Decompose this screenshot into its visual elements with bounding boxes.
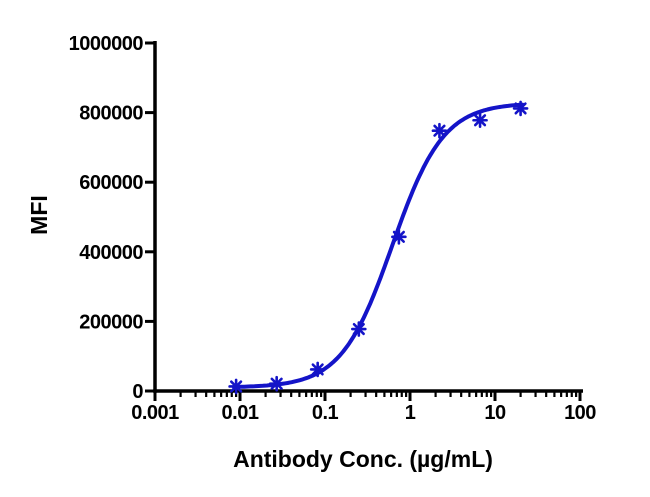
tick-label-layer: 0 200000 400000 600000 800000 1000000 0.001 0.0… bbox=[69, 33, 597, 424]
x-tick-label: 10 bbox=[484, 402, 506, 424]
tick-layer bbox=[145, 41, 582, 401]
axes-layer bbox=[153, 41, 583, 393]
y-axis-title: MFI bbox=[26, 195, 52, 235]
marker-arm bbox=[352, 322, 365, 336]
data-point-marker bbox=[431, 122, 448, 139]
marker-arm bbox=[473, 114, 487, 127]
data-point-marker bbox=[472, 112, 488, 129]
y-tick-label: 0 bbox=[132, 381, 143, 403]
data-point-marker bbox=[228, 378, 244, 395]
data-point-marker bbox=[512, 100, 529, 117]
marker-arm bbox=[392, 230, 405, 243]
data-point-marker bbox=[309, 361, 326, 378]
x-axis-title: Antibody Conc. (µg/mL) bbox=[233, 446, 493, 472]
data-point-marker bbox=[351, 321, 367, 337]
y-tick-label: 200000 bbox=[79, 311, 143, 333]
fit-curve bbox=[232, 102, 525, 389]
marker-arm bbox=[514, 102, 527, 115]
x-tick-label: 0.001 bbox=[131, 402, 179, 424]
marker-arm bbox=[433, 124, 446, 137]
y-tick-label: 600000 bbox=[79, 172, 143, 194]
marker-arm bbox=[270, 377, 283, 390]
marker-arm bbox=[230, 380, 243, 393]
plot-layer bbox=[228, 100, 529, 395]
x-tick-label: 1 bbox=[405, 402, 416, 424]
data-point-marker bbox=[268, 375, 285, 392]
y-tick-label: 400000 bbox=[79, 242, 143, 264]
y-tick-label: 1000000 bbox=[69, 33, 144, 55]
x-tick-label: 0.1 bbox=[312, 402, 339, 424]
marker-arm bbox=[311, 363, 324, 376]
x-tick-label: 0.01 bbox=[222, 402, 259, 424]
y-tick-label: 800000 bbox=[79, 103, 143, 125]
x-tick-label: 100 bbox=[564, 402, 596, 424]
data-point-marker bbox=[391, 229, 407, 245]
